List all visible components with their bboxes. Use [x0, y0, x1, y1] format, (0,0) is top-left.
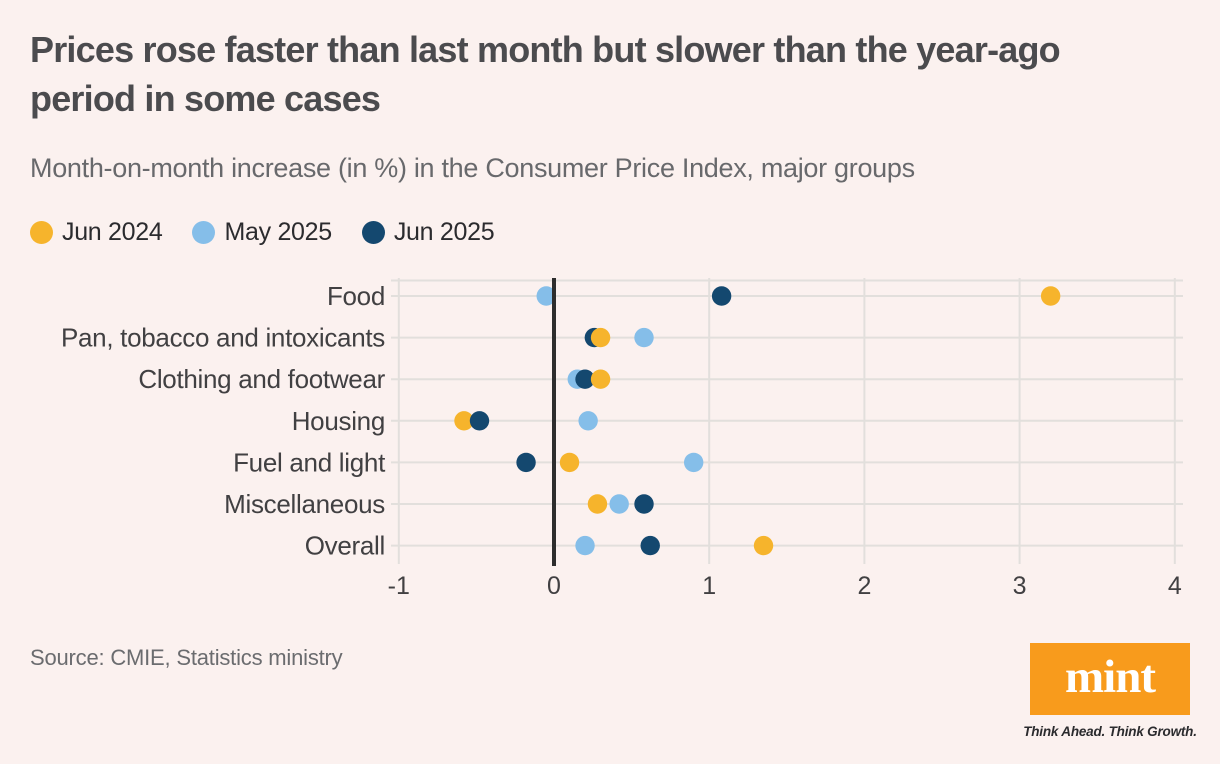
mint-logo-box: mint: [1030, 643, 1190, 715]
x-tick-label--1: -1: [388, 572, 410, 600]
category-label-miscellaneous: Miscellaneous: [224, 489, 385, 519]
dot-jun-2024-food: [1040, 286, 1061, 306]
category-label-pan-tobacco-and-intoxicants: Pan, tobacco and intoxicants: [61, 323, 385, 353]
x-tick-label-2: 2: [857, 572, 871, 600]
dot-jun-2025-miscellaneous: [634, 494, 654, 514]
dot-may-2025-pan-tobacco-and-intoxicants: [634, 327, 654, 348]
dot-may-2025-clothing-and-footwear: [567, 369, 587, 389]
dot-jun-2024-clothing-and-footwear: [590, 369, 611, 389]
x-tick-label-0: 0: [547, 572, 561, 600]
x-tick-label-3: 3: [1013, 572, 1027, 600]
dot-jun-2024-fuel-and-light: [559, 452, 580, 473]
dot-jun-2025-fuel-and-light: [516, 452, 536, 473]
dot-may-2025-food: [536, 286, 556, 306]
dot-jun-2024-housing: [454, 411, 474, 431]
legend-label-may-2025: May 2025: [224, 218, 332, 246]
dot-jun-2025-housing: [469, 411, 490, 431]
dot-jun-2024-overall: [753, 535, 774, 556]
dot-may-2025-overall: [575, 535, 595, 556]
legend-label-jun-2025: Jun 2025: [393, 218, 495, 246]
dot-jun-2024-miscellaneous: [587, 494, 608, 514]
legend-item-jun-2024: Jun 2024: [30, 218, 163, 247]
legend-dot-jun-2025-icon: [361, 221, 385, 244]
mint-logo: mint Think Ahead. Think Growth.: [1023, 643, 1197, 739]
x-tick-label-1: 1: [702, 572, 716, 600]
page-title: Prices rose faster than last month but s…: [30, 29, 1061, 119]
category-label-clothing-and-footwear: Clothing and footwear: [138, 364, 385, 394]
dot-may-2025-fuel-and-light: [683, 452, 704, 473]
dot-jun-2025-clothing-and-footwear: [575, 369, 595, 389]
legend-dot-jun-2024-icon: [30, 221, 53, 244]
mint-logo-text: mint: [1065, 650, 1156, 703]
category-label-housing: Housing: [292, 406, 385, 436]
dot-may-2025-miscellaneous: [609, 494, 629, 514]
chart-subtitle: Month-on-month increase (in %) in the Co…: [30, 153, 915, 183]
dot-jun-2024-pan-tobacco-and-intoxicants: [590, 327, 611, 348]
dot-jun-2025-food: [711, 286, 732, 306]
dot-jun-2025-pan-tobacco-and-intoxicants: [584, 327, 605, 348]
legend-label-jun-2024: Jun 2024: [62, 218, 163, 246]
category-label-food: Food: [327, 281, 385, 311]
legend-item-jun-2025: Jun 2025: [361, 218, 495, 247]
dot-jun-2025-overall: [640, 535, 660, 556]
source-note: Source: CMIE, Statistics ministry: [30, 645, 343, 670]
dot-may-2025-housing: [578, 411, 598, 431]
legend-dot-may-2025-icon: [192, 221, 216, 244]
mint-tagline: Think Ahead. Think Growth.: [1023, 724, 1197, 739]
x-tick-label-4: 4: [1168, 572, 1182, 600]
legend: Jun 2024 May 2025 Jun 2025: [30, 218, 495, 247]
category-label-overall: Overall: [305, 531, 385, 561]
category-label-fuel-and-light: Fuel and light: [233, 447, 386, 477]
legend-item-may-2025: May 2025: [192, 218, 332, 247]
